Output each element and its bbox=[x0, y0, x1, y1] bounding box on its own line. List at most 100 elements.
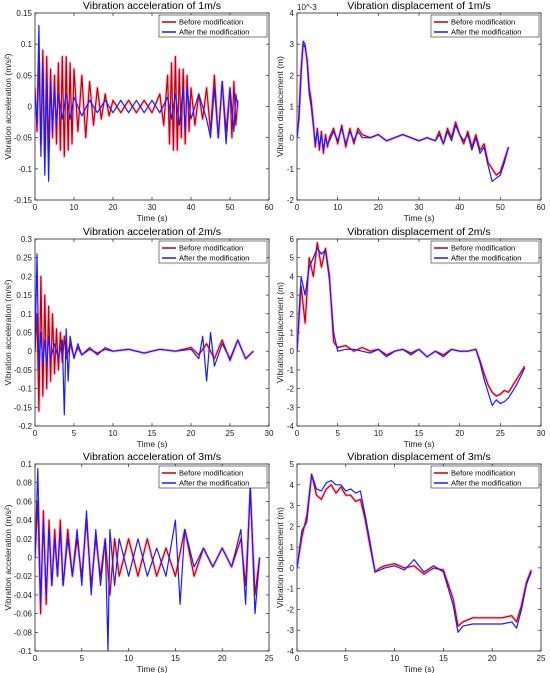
legend-label: After the modification bbox=[451, 254, 521, 263]
y-tick-label: 0.06 bbox=[16, 497, 32, 506]
y-tick-label: -1 bbox=[287, 366, 295, 375]
series-layer bbox=[35, 468, 262, 651]
series-line-after bbox=[35, 468, 261, 651]
x-tick-label: 60 bbox=[265, 203, 274, 212]
x-tick-label: 20 bbox=[109, 203, 118, 212]
x-tick-label: 10 bbox=[109, 429, 118, 438]
x-tick-label: 30 bbox=[265, 429, 274, 438]
chart-panel-6: Vibration displacement of 3m/s0 5 10 15 20 25… bbox=[275, 451, 546, 673]
chart-panel-4: Vibration displacement of 2m/s0 5 10 15 20 25… bbox=[275, 226, 546, 449]
y-tick-label: 0.05 bbox=[16, 329, 32, 338]
y-tick-label: 3 bbox=[290, 502, 295, 511]
y-tick-label: 5 bbox=[290, 460, 295, 469]
x-tick-label: 10 bbox=[374, 429, 383, 438]
x-tick-label: 60 bbox=[537, 203, 546, 212]
y-tick-label: -4 bbox=[287, 647, 295, 656]
y-tick-label: 0 bbox=[290, 134, 295, 143]
x-tick-label: 0 bbox=[295, 654, 300, 663]
y-tick-label: -2 bbox=[287, 385, 295, 394]
y-tick-label: 0.2 bbox=[21, 272, 33, 281]
y-tick-label: -4 bbox=[287, 422, 295, 431]
x-tick-label: 25 bbox=[265, 654, 274, 663]
y-tick-label: 0.3 bbox=[21, 235, 33, 244]
x-tick-label: 5 bbox=[72, 429, 77, 438]
chart-title: Vibration acceleration of 3m/s bbox=[83, 451, 221, 463]
legend-box bbox=[430, 240, 540, 264]
y-tick-label: 4 bbox=[290, 481, 295, 490]
y-tick-label: -0.15 bbox=[14, 403, 33, 412]
x-tick-label: 0 bbox=[33, 429, 38, 438]
legend-label: Before modification bbox=[451, 18, 515, 27]
chart-panel-2: Vibration displacement of 1m/s0 10 20 30 40 5… bbox=[275, 0, 546, 223]
x-tick-label: 0 bbox=[33, 654, 38, 663]
y-tick-label: -0.04 bbox=[14, 591, 33, 600]
y-tick-label: 3 bbox=[290, 40, 295, 49]
y-tick-label: 0 bbox=[290, 564, 295, 573]
y-axis-label: Vibration displacement (m) bbox=[275, 282, 285, 383]
y-tick-label: 0.05 bbox=[16, 71, 32, 80]
x-tick-label: 0 bbox=[295, 429, 300, 438]
y-axis-label: Vibration displacement (m) bbox=[275, 56, 285, 157]
x-tick-label: 5 bbox=[344, 654, 349, 663]
x-tick-label: 20 bbox=[488, 654, 497, 663]
y-tick-label: 0 bbox=[28, 103, 33, 112]
legend-box bbox=[158, 240, 268, 264]
y-tick-label: -3 bbox=[287, 626, 295, 635]
y-tick-label: -0.15 bbox=[14, 196, 33, 205]
y-tick-label: -0.06 bbox=[14, 610, 33, 619]
y-axis-label: Vibration acceleration (m/s²) bbox=[3, 279, 13, 385]
y-tick-label: 0.1 bbox=[21, 310, 33, 319]
x-axis-label: Time (s) bbox=[404, 439, 435, 449]
y-tick-label: 0 bbox=[290, 347, 295, 356]
x-tick-label: 40 bbox=[455, 203, 464, 212]
x-tick-label: 30 bbox=[415, 203, 424, 212]
x-tick-label: 25 bbox=[537, 654, 546, 663]
series-line-after bbox=[297, 473, 532, 633]
x-tick-label: 30 bbox=[537, 429, 546, 438]
x-tick-label: 25 bbox=[226, 429, 235, 438]
y-tick-label: 0.08 bbox=[16, 479, 32, 488]
legend-label: Before modification bbox=[179, 18, 243, 27]
y-tick-label: -2 bbox=[287, 605, 295, 614]
legend-box bbox=[430, 14, 540, 38]
chart-title: Vibration displacement of 1m/s bbox=[347, 0, 490, 12]
y-tick-label: 5 bbox=[290, 254, 295, 263]
series-line-before bbox=[297, 242, 526, 397]
y-tick-label: -0.2 bbox=[18, 422, 32, 431]
y-tick-label: 6 bbox=[290, 235, 295, 244]
y-tick-label: 0.15 bbox=[16, 291, 32, 300]
chart-panel-3: Vibration acceleration of 2m/s 0 5 10 15 20 25… bbox=[3, 226, 274, 449]
y-tick-label: -1 bbox=[287, 585, 295, 594]
x-tick-label: 30 bbox=[148, 203, 157, 212]
y-tick-label: -0.1 bbox=[18, 385, 32, 394]
y-axis-label: Vibration acceleration (m/s²) bbox=[3, 53, 13, 159]
legend-box bbox=[158, 14, 268, 38]
y-tick-label: 0 bbox=[28, 554, 33, 563]
series-line-after bbox=[297, 40, 510, 182]
chart-panel-5: Vibration acceleration of 3m/s 0 5 10 15 20 25… bbox=[3, 451, 274, 673]
series-line-after bbox=[35, 24, 239, 182]
x-axis-label: Time (s) bbox=[404, 664, 435, 673]
y-tick-label: 1 bbox=[290, 543, 295, 552]
chart-title: Vibration acceleration of 1m/s bbox=[83, 0, 221, 12]
x-tick-label: 5 bbox=[335, 429, 340, 438]
plot-area bbox=[34, 238, 270, 427]
series-layer bbox=[297, 472, 533, 633]
y-axis-label: Vibration displacement (m) bbox=[275, 507, 285, 608]
legend-label: After the modification bbox=[451, 479, 521, 488]
x-axis-label: Time (s) bbox=[137, 213, 168, 223]
series-layer bbox=[35, 24, 240, 182]
y-tick-label: -2 bbox=[287, 196, 295, 205]
legend-label: Before modification bbox=[451, 469, 515, 478]
y-tick-label: -0.08 bbox=[14, 628, 33, 637]
y-axis-label: Vibration acceleration (m/s²) bbox=[3, 504, 13, 610]
y-tick-label: -0.1 bbox=[18, 647, 32, 656]
legend-label: After the modification bbox=[179, 479, 249, 488]
x-tick-label: 40 bbox=[187, 203, 196, 212]
x-tick-label: 20 bbox=[218, 654, 227, 663]
legend-label: After the modification bbox=[179, 254, 249, 263]
